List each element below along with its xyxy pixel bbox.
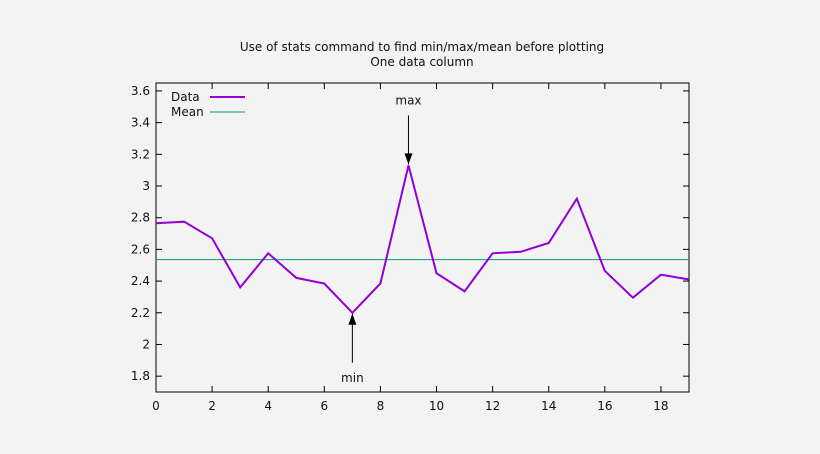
plot-frame-border [155, 82, 690, 393]
x-tick-label: 10 [429, 399, 444, 413]
y-tick-label: 2.4 [131, 274, 150, 288]
x-tick-label: 2 [208, 399, 216, 413]
x-tick-label: 4 [264, 399, 272, 413]
legend-label-data: Data [171, 90, 200, 104]
x-tick-label: 8 [377, 399, 385, 413]
x-tick-label: 12 [485, 399, 500, 413]
annotation-label-min: min [341, 371, 364, 385]
annotation-label-max: max [395, 93, 421, 107]
x-tick-label: 16 [597, 399, 612, 413]
series-line-data [155, 165, 690, 315]
x-tick-label: 0 [152, 399, 160, 413]
chart-subtitle: One data column [370, 55, 473, 69]
annotations: max min [341, 93, 422, 384]
annotation-arrowhead-min [348, 313, 357, 325]
series-group [155, 165, 690, 315]
chart-title: Use of stats command to find min/max/mea… [240, 40, 604, 54]
y-tick-label: 1.8 [131, 369, 150, 383]
y-tick-label: 3.2 [131, 147, 150, 161]
y-tick-label: 2.2 [131, 306, 150, 320]
y-tick-label: 3.6 [131, 84, 150, 98]
x-tick-label: 6 [320, 399, 328, 413]
axis-ticks: 0 2 4 6 8 10 12 14 16 18 1.8 2 2.2 2.4 2.6 2.8 3 3.2 3.4 3.… [131, 83, 689, 413]
legend-label-mean: Mean [171, 105, 204, 119]
annotation-arrowhead-max [404, 153, 413, 165]
y-tick-label: 2.8 [131, 211, 150, 225]
x-tick-label: 14 [541, 399, 556, 413]
y-tick-label: 3 [142, 179, 150, 193]
plot-frame [155, 82, 690, 393]
y-tick-label: 3.4 [131, 116, 150, 130]
y-tick-label: 2.6 [131, 242, 150, 256]
x-tick-label: 18 [653, 399, 668, 413]
y-tick-label: 2 [142, 337, 150, 351]
